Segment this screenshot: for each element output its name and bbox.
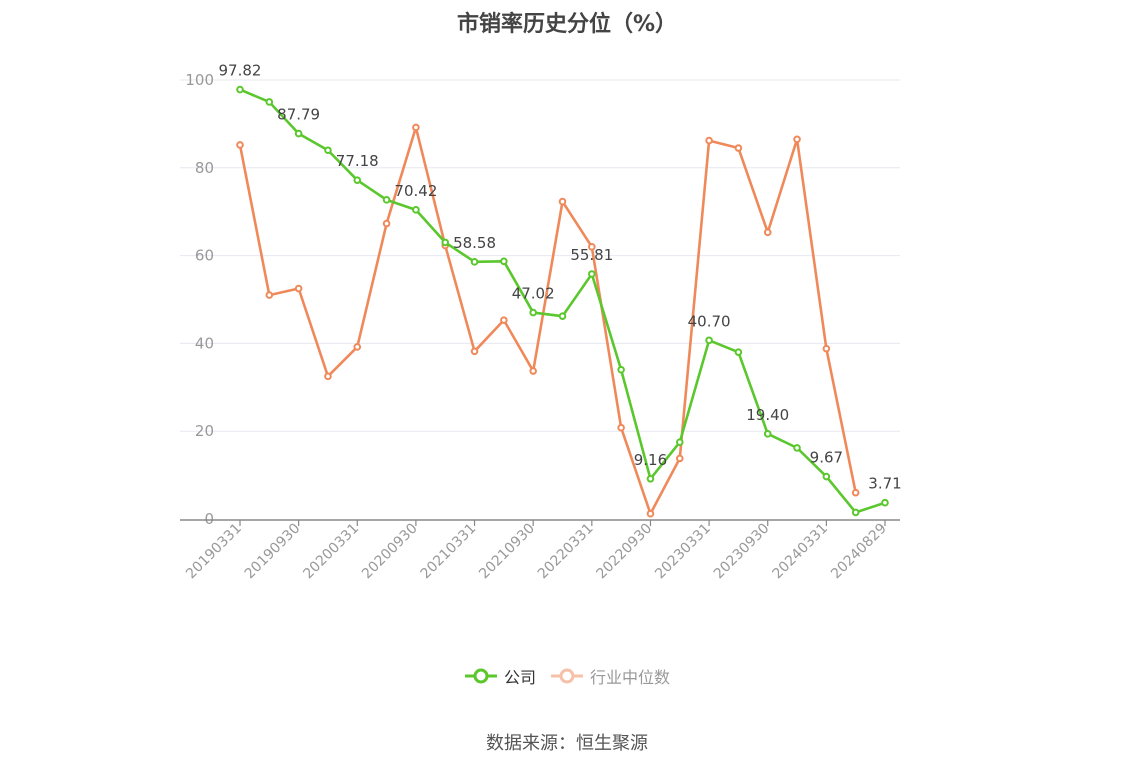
series-0-point-9 [500,257,508,266]
x-tick-label-14: 20220930 [594,521,656,583]
series-0-point-22 [881,498,889,507]
series-0-point-10 [529,308,537,317]
series-0-point-4 [353,176,362,184]
data-label-10: 47.02 [512,285,555,303]
series-1-point-5 [382,219,391,228]
x-tick-label-12: 20220331 [535,521,597,583]
data-label-6: 70.42 [394,182,437,200]
y-tick-label-0: 0 [204,510,214,528]
series-1-point-10 [529,367,537,375]
x-tick-label-6: 20200930 [359,521,421,583]
data-label-2: 87.79 [277,106,320,124]
series-1-point-3 [324,372,332,381]
series-0-point-12 [588,270,596,278]
legend-item-company[interactable]: 公司 [464,664,536,688]
series-0-point-8 [470,258,479,266]
data-labels: 97.82 87.79 77.18 70.42 58.58 47.02 55.81 9.16 4… [219,62,902,493]
series-1-point-2 [294,284,303,293]
x-tick-label-10: 20210930 [476,521,538,583]
data-label-20: 9.67 [810,449,843,467]
y-tick-label-60: 60 [195,247,214,265]
x-tick-label-2: 20190930 [242,521,304,583]
series-0-point-13 [617,365,625,374]
series-0-point-11 [558,312,567,320]
series-0-point-19 [793,444,801,452]
series-1-point-8 [470,347,479,356]
series-1-point-13 [617,423,625,432]
series-0-point-16 [705,336,713,345]
x-tick-label-16: 20230331 [652,521,714,583]
series-1-point-21 [851,488,860,497]
series-line-1 [238,126,857,516]
series-1-point-15 [675,454,684,463]
series-0-point-1 [265,98,274,106]
series-0-point-20 [822,472,831,481]
legend-item-industry-median[interactable]: 行业中位数 [550,664,670,688]
legend-marker-industry-median-icon [551,668,583,684]
x-tick-label-22: 20240829 [828,521,890,583]
x-tick-label-18: 20230930 [711,521,773,583]
series-0-point-5 [382,196,391,204]
series-1-point-6 [412,123,420,132]
data-label-0: 97.82 [219,62,262,80]
series-0-point-0 [236,85,244,94]
series-1-point-12 [588,243,596,251]
series-0-point-14 [646,474,655,483]
series-0-point-15 [675,438,684,446]
data-label-12: 55.81 [570,246,613,264]
data-source-note: 数据来源：恒生聚源 [486,733,648,754]
series-lines [236,85,889,518]
legend: 公司 行业中位数 [0,664,1134,688]
y-tick-label-100: 100 [185,71,214,89]
series-0-point-3 [324,146,332,155]
data-label-22: 3.71 [868,475,901,493]
series-1-point-4 [353,343,362,351]
legend-label-industry-median: 行业中位数 [590,668,671,687]
series-1-point-17 [734,144,743,152]
x-tick-label-20: 20240331 [769,521,831,583]
y-tick-label-40: 40 [195,334,214,352]
legend-marker-company-icon [464,668,497,684]
y-tick-label-20: 20 [195,422,214,440]
grid-lines [180,79,900,432]
series-0-point-2 [294,129,303,138]
data-label-18: 19.40 [746,406,789,424]
series-0-point-18 [763,430,772,438]
series-1-point-14 [646,509,655,518]
x-tick-label-4: 20200331 [300,521,362,583]
x-tick-label-0: 20190331 [183,521,245,583]
series-0-point-7 [441,238,450,247]
series-0-point-21 [851,508,860,517]
legend-label-company: 公司 [503,668,536,687]
y-tick-label-80: 80 [195,159,214,177]
data-label-8: 58.58 [453,234,496,252]
series-1-point-18 [763,228,772,237]
series-1-point-9 [500,316,508,324]
data-label-4: 77.18 [336,152,379,170]
series-0-point-6 [412,206,420,214]
series-0-point-17 [734,348,743,356]
data-label-14: 9.16 [634,451,667,469]
x-tick-label-8: 20210331 [418,521,480,583]
series-1-point-11 [558,197,567,206]
series-1-point-1 [265,291,274,299]
chart-title: 市销率历史分位（%） [456,12,678,37]
series-1-point-20 [822,344,831,353]
series-1-point-16 [705,136,713,145]
data-label-16: 40.70 [688,312,731,330]
series-1-point-19 [793,135,801,144]
series-1-point-0 [236,141,244,149]
